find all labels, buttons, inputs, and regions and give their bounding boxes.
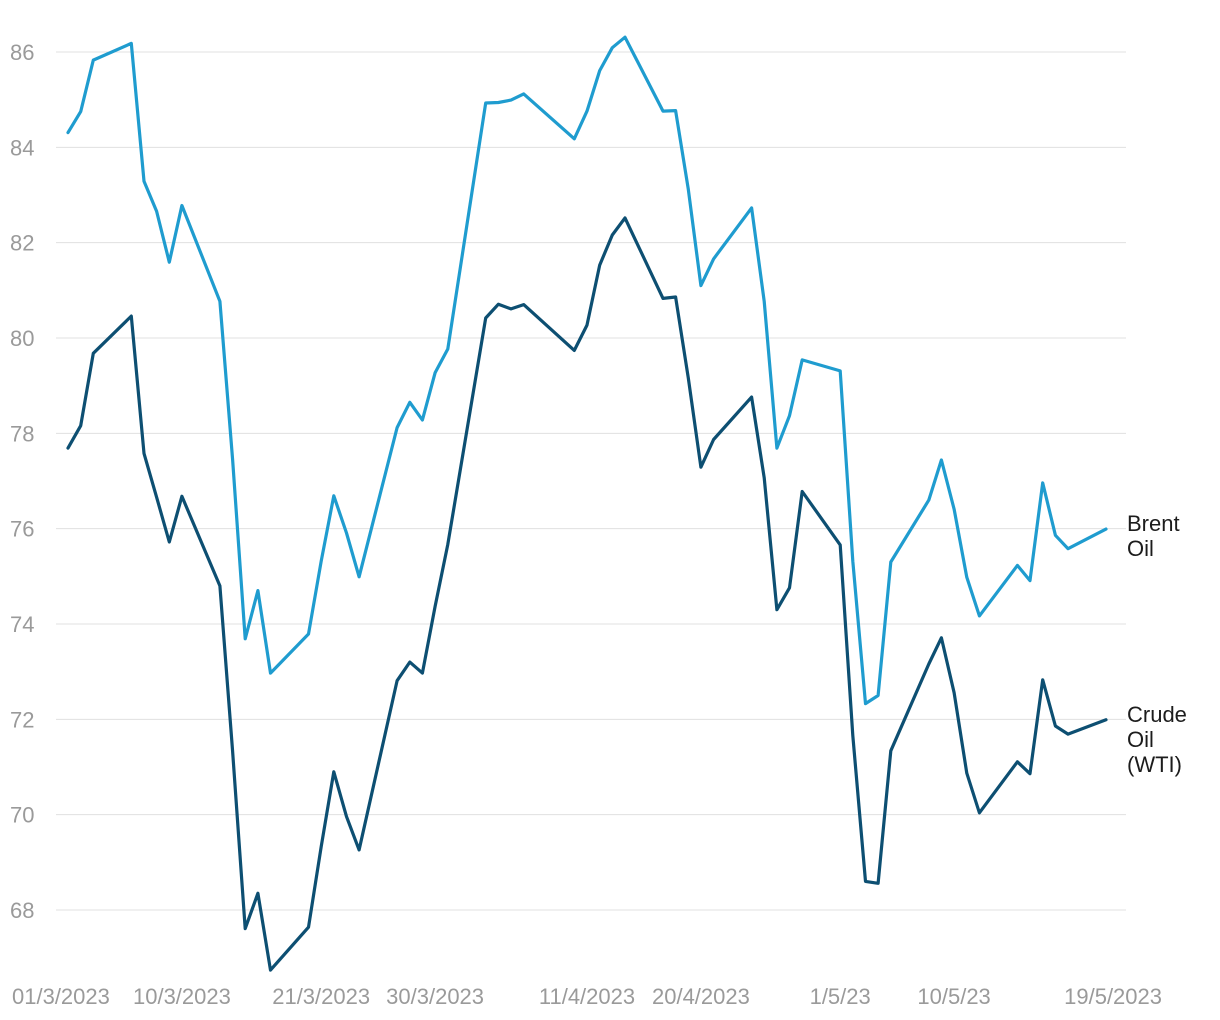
x-axis: 01/3/2023 10/3/2023 21/3/2023 30/3/2023 11/4… <box>12 984 1162 1009</box>
x-tick-label: 11/4/2023 <box>539 984 635 1009</box>
y-tick-label: 84 <box>10 135 34 160</box>
series-lines <box>66 35 1108 972</box>
x-tick-label: 30/3/2023 <box>386 984 484 1009</box>
x-tick-label: 20/4/2023 <box>652 984 750 1009</box>
y-tick-label: 82 <box>10 231 34 256</box>
x-tick-label: 1/5/23 <box>810 984 871 1009</box>
y-axis: 68 70 72 74 76 78 80 82 84 86 <box>10 40 34 923</box>
y-tick-label: 68 <box>10 898 34 923</box>
y-tick-label: 72 <box>10 707 34 732</box>
y-tick-label: 86 <box>10 40 34 65</box>
y-tick-label: 74 <box>10 612 34 637</box>
series-label: Oil <box>1127 727 1154 752</box>
series-label: Brent <box>1127 511 1180 536</box>
x-tick-label: 21/3/2023 <box>272 984 370 1009</box>
y-tick-label: 76 <box>10 517 34 542</box>
y-tick-label: 70 <box>10 803 34 828</box>
series-label: (WTI) <box>1127 752 1182 777</box>
y-tick-label: 78 <box>10 421 34 446</box>
gridlines <box>56 51 1126 911</box>
x-tick-label: 19/5/2023 <box>1064 984 1162 1009</box>
y-tick-label: 80 <box>10 326 34 351</box>
x-tick-label: 10/5/23 <box>917 984 990 1009</box>
series-label: Oil <box>1127 536 1154 561</box>
x-tick-label: 10/3/2023 <box>133 984 231 1009</box>
series-line-crude-oil-wti <box>66 216 1108 972</box>
series-line-brent-oil <box>66 35 1108 706</box>
x-tick-label: 01/3/2023 <box>12 984 110 1009</box>
series-label: Crude <box>1127 702 1187 727</box>
